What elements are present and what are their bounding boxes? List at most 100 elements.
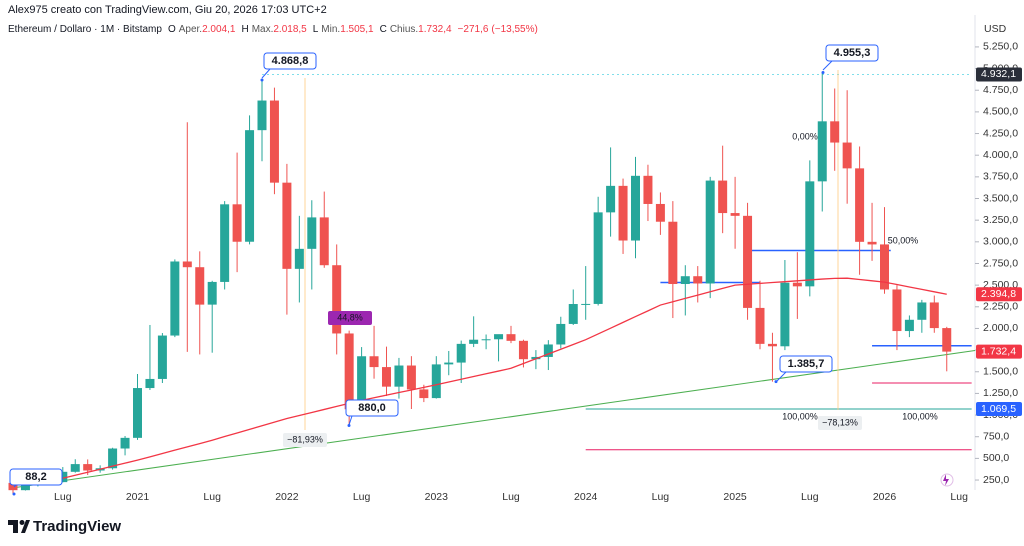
y-tick-label: 4.500,0 bbox=[983, 106, 1018, 118]
author-line: Alex975 creato con TradingView.com, Giu … bbox=[8, 4, 327, 16]
candle-body bbox=[631, 175, 640, 241]
change-pct: (−13,55%) bbox=[491, 24, 537, 35]
label-box bbox=[9, 468, 63, 486]
x-tick-label: Lug bbox=[652, 491, 670, 503]
x-tick-label: 2023 bbox=[425, 491, 449, 503]
y-tick-label: 4.750,0 bbox=[983, 84, 1018, 96]
candle-body bbox=[369, 356, 379, 368]
candle-body bbox=[680, 276, 690, 285]
note: 100,00% bbox=[782, 411, 818, 421]
note: 0,00% bbox=[792, 131, 818, 141]
candle-body bbox=[518, 340, 528, 360]
x-tick-label: 2022 bbox=[275, 491, 299, 503]
symbol-legend: Ethereum / Dollaro · 1M · Bitstamp O Aper.… bbox=[8, 24, 538, 35]
candle-body bbox=[207, 281, 217, 305]
candle-body bbox=[556, 323, 566, 345]
point-label: 4.868,8 bbox=[272, 55, 309, 67]
candle-body bbox=[269, 100, 279, 183]
candle-body bbox=[394, 365, 404, 387]
candle-body bbox=[8, 482, 18, 491]
candle-body bbox=[307, 217, 317, 249]
ohlc-value: 2.004,1 bbox=[202, 24, 236, 35]
y-tick-label: 3.000,0 bbox=[983, 236, 1018, 248]
alert-ring bbox=[940, 473, 954, 487]
note-box bbox=[328, 311, 372, 325]
candle-body bbox=[170, 261, 180, 336]
candle-body bbox=[867, 241, 877, 245]
ohlc-name: Min. bbox=[321, 24, 340, 35]
candle-body bbox=[195, 267, 205, 305]
candle-body bbox=[182, 261, 192, 268]
candle-body bbox=[581, 303, 591, 305]
candle-body bbox=[842, 142, 852, 169]
candle-body bbox=[568, 304, 578, 324]
candle-body bbox=[506, 334, 516, 341]
candle-body bbox=[332, 265, 342, 334]
label-pointer bbox=[822, 60, 833, 71]
x-tick-label: Lug bbox=[801, 491, 819, 503]
ohlc-name: Max. bbox=[252, 24, 274, 35]
y-tick-label: 2.750,0 bbox=[983, 257, 1018, 269]
y-tick-label: 3.250,0 bbox=[983, 214, 1018, 226]
candle-body bbox=[58, 471, 68, 483]
logo-text: TradingView bbox=[33, 518, 121, 535]
candle-body bbox=[543, 344, 553, 357]
x-tick-label: Lug bbox=[950, 491, 968, 503]
change: −271,6 bbox=[458, 24, 489, 35]
candle-body bbox=[294, 248, 304, 269]
candle-body bbox=[20, 483, 30, 491]
candle-body bbox=[157, 335, 167, 379]
note: 50,00% bbox=[888, 235, 919, 245]
x-tick-label: 2024 bbox=[574, 491, 598, 503]
y-tick-label: 5.250,0 bbox=[983, 41, 1018, 53]
symbol: Ethereum / Dollaro · 1M · Bitstamp bbox=[8, 24, 162, 35]
candle-body bbox=[767, 343, 777, 347]
candle-body bbox=[456, 343, 466, 363]
y-tick-label: 4.250,0 bbox=[983, 127, 1018, 139]
ohlc-key: L bbox=[313, 24, 319, 35]
label-box bbox=[779, 355, 833, 373]
candle-body bbox=[929, 302, 939, 329]
point-marker bbox=[12, 492, 16, 496]
candle-body bbox=[780, 282, 790, 347]
point-label: 880,0 bbox=[358, 402, 386, 414]
candle-body bbox=[880, 244, 889, 290]
point-marker bbox=[774, 380, 778, 384]
candle-body bbox=[942, 328, 952, 352]
note-box bbox=[818, 416, 862, 430]
ohlc-name: Aper. bbox=[179, 24, 202, 35]
x-tick-label: 2026 bbox=[873, 491, 897, 503]
point-marker bbox=[260, 78, 264, 82]
y-tick-label: 250,0 bbox=[983, 474, 1009, 486]
ohlc-key: C bbox=[380, 24, 387, 35]
price-label-box bbox=[976, 402, 1022, 417]
x-tick-label: 2025 bbox=[723, 491, 747, 503]
candle-body bbox=[245, 130, 255, 242]
point-label: 88,2 bbox=[25, 471, 46, 483]
label-pointer bbox=[261, 68, 271, 79]
candle-body bbox=[419, 389, 429, 399]
candle-body bbox=[133, 388, 142, 438]
x-tick-label: 2021 bbox=[126, 491, 150, 503]
price-label-box bbox=[976, 344, 1022, 359]
candle-body bbox=[319, 217, 329, 266]
candle-body bbox=[743, 215, 753, 308]
candle-body bbox=[70, 464, 80, 472]
y-tick-label: 2.250,0 bbox=[983, 301, 1018, 313]
candle-body bbox=[282, 182, 292, 269]
price-label-box bbox=[976, 67, 1022, 82]
note: 44,8% bbox=[337, 312, 363, 322]
candle-body bbox=[705, 180, 715, 284]
ohlc-value: 1.505,1 bbox=[340, 24, 374, 35]
note-box bbox=[283, 433, 327, 447]
candle-body bbox=[108, 448, 118, 469]
ohlc-key: H bbox=[241, 24, 248, 35]
y-tick-label: 500,0 bbox=[983, 452, 1009, 464]
candle-body bbox=[904, 319, 914, 332]
point-marker bbox=[821, 70, 825, 74]
candle-body bbox=[83, 464, 93, 471]
y-tick-label: 1.500,0 bbox=[983, 366, 1018, 378]
x-tick-label: Lug bbox=[203, 491, 221, 503]
candle-body bbox=[618, 185, 628, 241]
candle-body bbox=[357, 356, 367, 410]
